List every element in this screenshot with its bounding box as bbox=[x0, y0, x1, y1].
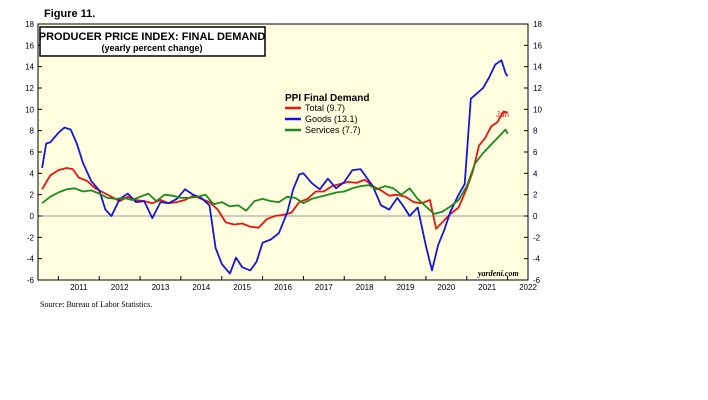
legend-label-total: Total (9.7) bbox=[305, 103, 345, 113]
x-tick-label: 2012 bbox=[111, 283, 129, 292]
y-tick-label-left: 12 bbox=[25, 84, 34, 93]
y-tick-label-right: 6 bbox=[533, 148, 538, 157]
y-tick-label-right: 2 bbox=[533, 191, 538, 200]
y-tick-label-right: 8 bbox=[533, 127, 538, 136]
y-tick-label-left: 14 bbox=[25, 63, 34, 72]
ppi-line-chart: -6 -4 -2 0 2 4 6 8 10 12 14 16 18 -6 -4 -2 0 2 4 6 8 10 12 14 1… bbox=[25, 20, 542, 292]
x-tick-label: 2016 bbox=[274, 283, 292, 292]
y-tick-label-left: 6 bbox=[30, 148, 35, 157]
x-tick-label: 2019 bbox=[397, 283, 415, 292]
x-tick-label: 2020 bbox=[437, 283, 455, 292]
x-tick-label: 2014 bbox=[192, 283, 210, 292]
y-tick-label-left: 2 bbox=[30, 191, 35, 200]
x-tick-label: 2021 bbox=[478, 283, 496, 292]
legend-label-services: Services (7.7) bbox=[305, 125, 361, 135]
title-box bbox=[39, 26, 266, 57]
y-tick-label-right: -6 bbox=[533, 276, 541, 285]
x-tick-label: 2011 bbox=[70, 283, 88, 292]
y-tick-label-right: 0 bbox=[533, 212, 538, 221]
y-tick-label-left: 10 bbox=[25, 105, 34, 114]
legend: Total (9.7)Goods (13.1)Services (7.7) bbox=[285, 103, 361, 135]
y-tick-label-right: 18 bbox=[533, 20, 542, 29]
source-note: Source: Bureau of Labor Statistics. bbox=[40, 300, 153, 309]
series-line-goods bbox=[41, 59, 509, 275]
jan-annotation: Jan bbox=[496, 110, 509, 119]
y-tick-label-left: 16 bbox=[25, 41, 34, 50]
y-tick-label-right: 4 bbox=[533, 169, 538, 178]
plot-area bbox=[37, 23, 529, 281]
x-tick-label: 2017 bbox=[315, 283, 333, 292]
x-tick-label: 2022 bbox=[519, 283, 537, 292]
x-axis: 2011 2012 2013 2014 2015 2016 2017 2018 2019 2020… bbox=[57, 276, 537, 292]
y-tick-label-right: 12 bbox=[533, 84, 542, 93]
x-tick-label: 2015 bbox=[233, 283, 251, 292]
x-tick-label: 2013 bbox=[152, 283, 170, 292]
y-tick-label-right: 16 bbox=[533, 41, 542, 50]
y-tick-label-left: 18 bbox=[25, 20, 34, 29]
y-axis-right: -6 -4 -2 0 2 4 6 8 10 12 14 16 18 bbox=[524, 20, 542, 285]
y-tick-label-right: -4 bbox=[533, 255, 541, 264]
y-axis-left: -6 -4 -2 0 2 4 6 8 10 12 14 16 18 bbox=[25, 20, 42, 285]
y-tick-label-left: 0 bbox=[30, 212, 35, 221]
series-line-services bbox=[41, 128, 509, 215]
y-tick-label-right: -2 bbox=[533, 233, 541, 242]
watermark: yardeni.com bbox=[477, 269, 519, 278]
chart-title: PRODUCER PRICE INDEX: FINAL DEMAND bbox=[39, 31, 266, 43]
y-tick-label-left: -4 bbox=[27, 255, 35, 264]
y-tick-label-left: -2 bbox=[27, 233, 35, 242]
x-tick-label: 2018 bbox=[356, 283, 374, 292]
legend-label-goods: Goods (13.1) bbox=[305, 114, 358, 124]
figure-label: Figure 11. bbox=[44, 8, 96, 20]
series-line-total bbox=[41, 110, 508, 230]
y-tick-label-right: 10 bbox=[533, 105, 542, 114]
y-tick-label-left: -6 bbox=[27, 276, 35, 285]
legend-title: PPI Final Demand bbox=[285, 93, 369, 104]
y-tick-label-left: 8 bbox=[30, 127, 35, 136]
y-tick-label-right: 14 bbox=[533, 63, 542, 72]
series-lines bbox=[41, 59, 509, 275]
chart-subtitle: (yearly percent change) bbox=[101, 43, 202, 53]
y-tick-label-left: 4 bbox=[30, 169, 35, 178]
